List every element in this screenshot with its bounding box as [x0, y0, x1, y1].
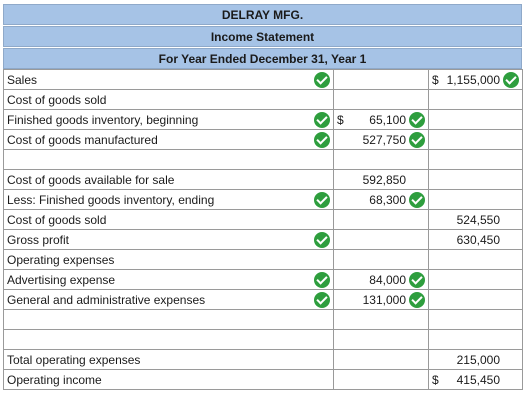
amount-value[interactable]: 415,450 — [456, 372, 500, 387]
label-cell[interactable] — [3, 309, 334, 330]
check-circle-icon — [503, 71, 519, 88]
table-row-opex-header: Operating expenses — [3, 249, 523, 270]
mid-cell[interactable] — [333, 89, 429, 110]
mid-cell[interactable] — [333, 69, 429, 90]
check-circle-icon — [409, 111, 425, 128]
table-row-cogs-available: Cost of goods available for sale 592,850 — [3, 169, 523, 190]
table-row-fg-begin: Finished goods inventory, beginning $65,… — [3, 109, 523, 130]
row-label: Cost of goods sold — [7, 212, 107, 227]
check-circle-icon — [409, 131, 425, 148]
mid-cell[interactable] — [333, 249, 429, 270]
table-row-blank — [3, 149, 523, 170]
mid-cell[interactable] — [333, 149, 429, 170]
table-row-gross-profit: Gross profit 630,450 — [3, 229, 523, 250]
row-label: Advertising expense — [7, 272, 116, 287]
currency-symbol: $ — [337, 112, 344, 127]
row-label: Finished goods inventory, beginning — [7, 112, 199, 127]
right-cell[interactable] — [428, 269, 523, 290]
check-circle-icon — [409, 191, 425, 208]
check-circle-icon — [314, 191, 330, 208]
table-row-total-opex: Total operating expenses 215,000 — [3, 349, 523, 370]
amount-value[interactable]: 68,300 — [369, 192, 406, 207]
check-circle-icon — [314, 71, 330, 88]
table-row-gen-admin: General and administrative expenses 131,… — [3, 289, 523, 310]
right-cell[interactable] — [428, 329, 523, 350]
right-cell[interactable] — [428, 309, 523, 330]
check-circle-icon — [314, 271, 330, 288]
amount-value[interactable]: 131,000 — [362, 292, 406, 307]
amount-value[interactable]: 592,850 — [362, 172, 406, 187]
amount-value[interactable]: 1,155,000 — [446, 72, 500, 87]
right-cell[interactable] — [428, 169, 523, 190]
currency-symbol: $ — [432, 72, 439, 87]
table-row-operating-income: Operating income $415,450 — [3, 369, 523, 390]
right-cell[interactable] — [428, 249, 523, 270]
check-circle-icon — [314, 111, 330, 128]
row-label: Total operating expenses — [7, 352, 141, 367]
mid-cell[interactable] — [333, 309, 429, 330]
right-cell[interactable] — [428, 129, 523, 150]
mid-cell[interactable] — [333, 229, 429, 250]
check-circle-icon — [314, 291, 330, 308]
check-circle-icon — [314, 231, 330, 248]
label-cell[interactable] — [3, 329, 334, 350]
right-cell[interactable] — [428, 149, 523, 170]
amount-value[interactable]: 84,000 — [369, 272, 406, 287]
amount-value[interactable]: 215,000 — [456, 352, 500, 367]
mid-cell[interactable] — [333, 349, 429, 370]
company-name: DELRAY MFG. — [3, 4, 522, 25]
row-label: Cost of goods manufactured — [7, 132, 158, 147]
table-row-advertising: Advertising expense 84,000 — [3, 269, 523, 290]
table-row-blank — [3, 309, 523, 330]
mid-cell[interactable] — [333, 209, 429, 230]
row-label: Sales — [7, 72, 38, 87]
amount-value[interactable]: 527,750 — [362, 132, 406, 147]
check-circle-icon — [314, 131, 330, 148]
amount-value[interactable]: 524,550 — [456, 212, 500, 227]
table-row-cogs-header: Cost of goods sold — [3, 89, 523, 110]
currency-symbol: $ — [432, 372, 439, 387]
right-cell[interactable] — [428, 289, 523, 310]
statement-period: For Year Ended December 31, Year 1 — [3, 48, 522, 69]
statement-table: Sales $1,155,000 Cost of goods sold Fini… — [3, 69, 523, 390]
row-label: Cost of goods sold — [7, 92, 107, 107]
table-row-sales: Sales $1,155,000 — [3, 69, 523, 90]
right-cell[interactable] — [428, 109, 523, 130]
row-label: Gross profit — [7, 232, 70, 247]
row-label: Operating expenses — [7, 252, 115, 267]
row-label: Less: Finished goods inventory, ending — [7, 192, 215, 207]
table-row-cogm: Cost of goods manufactured 527,750 — [3, 129, 523, 150]
label-cell[interactable] — [3, 149, 334, 170]
statement-title: Income Statement — [3, 26, 522, 47]
mid-cell[interactable] — [333, 369, 429, 390]
check-circle-icon — [409, 291, 425, 308]
amount-value[interactable]: 630,450 — [456, 232, 500, 247]
right-cell[interactable] — [428, 89, 523, 110]
row-label: General and administrative expenses — [7, 292, 206, 307]
table-row-blank — [3, 329, 523, 350]
row-label: Cost of goods available for sale — [7, 172, 175, 187]
mid-cell[interactable] — [333, 329, 429, 350]
row-label: Operating income — [7, 372, 102, 387]
check-circle-icon — [409, 271, 425, 288]
table-row-cogs: Cost of goods sold 524,550 — [3, 209, 523, 230]
table-row-fg-end: Less: Finished goods inventory, ending 6… — [3, 189, 523, 210]
amount-value[interactable]: 65,100 — [369, 112, 406, 127]
right-cell[interactable] — [428, 189, 523, 210]
